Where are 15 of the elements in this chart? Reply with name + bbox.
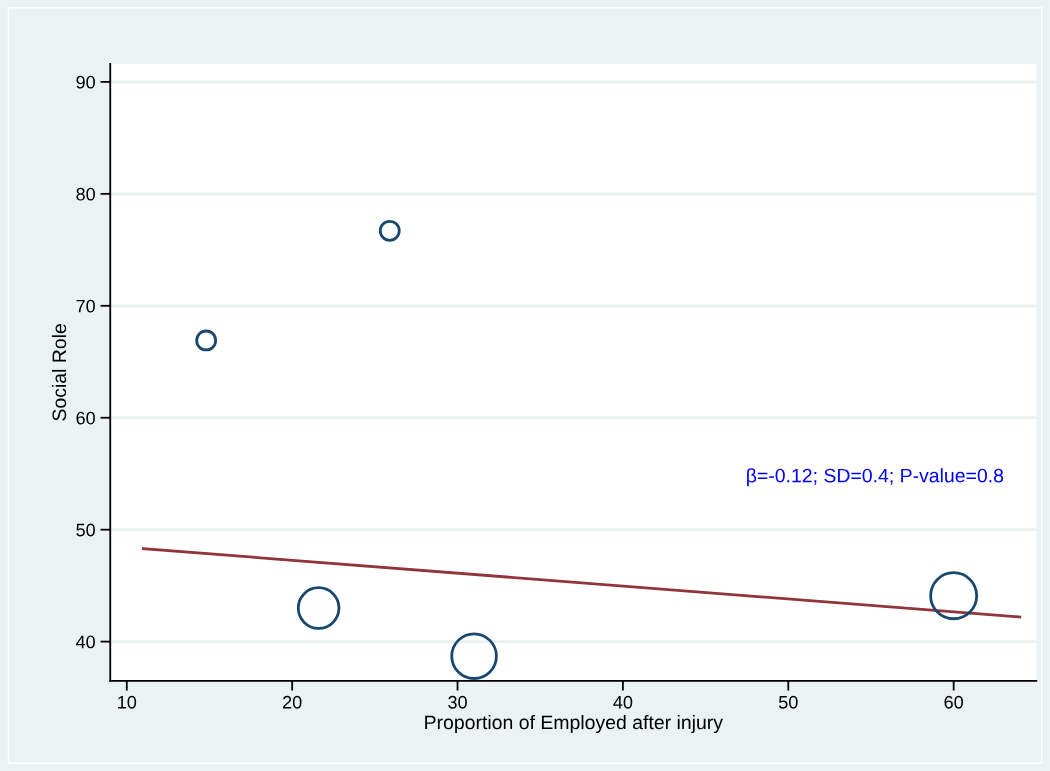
y-tick-label: 50 xyxy=(76,523,95,537)
x-tick-label: 10 xyxy=(118,695,137,709)
y-tick-label: 40 xyxy=(76,635,95,649)
x-tick-label: 40 xyxy=(613,695,633,709)
x-tick-label: 30 xyxy=(448,695,467,709)
x-tick-label: 20 xyxy=(283,695,302,709)
y-tick-label: 90 xyxy=(76,75,95,89)
x-axis-title: Proportion of Employed after injury xyxy=(425,714,723,734)
x-tick-label: 60 xyxy=(944,695,963,709)
y-tick-label: 60 xyxy=(76,411,95,425)
y-tick-label: 80 xyxy=(76,187,95,201)
annotation: β=-0.12; SD=0.4; P-value=0.8 xyxy=(747,468,1004,487)
y-tick-label: 70 xyxy=(76,299,95,313)
x-tick-label: 50 xyxy=(778,695,798,709)
y-axis-title: Social Role xyxy=(51,324,67,421)
